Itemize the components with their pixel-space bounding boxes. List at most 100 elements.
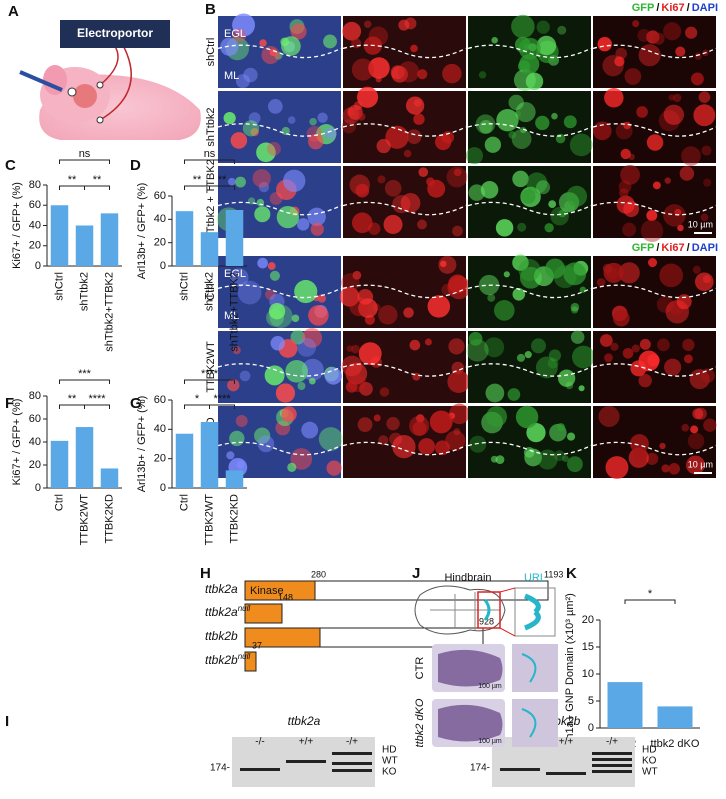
cell xyxy=(598,405,620,428)
cell xyxy=(524,351,532,359)
cell xyxy=(503,271,510,278)
micrograph-tile xyxy=(465,91,593,165)
boundary-line xyxy=(342,363,467,377)
significance-label: ** xyxy=(93,174,102,186)
cell xyxy=(597,36,612,52)
cell xyxy=(427,295,451,318)
boundary-line xyxy=(342,201,467,216)
boundary-line xyxy=(467,201,592,216)
micrograph-tile xyxy=(217,406,343,478)
cell xyxy=(648,258,658,268)
cell xyxy=(512,287,526,301)
cell xyxy=(266,141,281,156)
cell xyxy=(630,434,649,454)
cell xyxy=(531,338,546,354)
band-label: HD xyxy=(382,745,396,756)
legend-part: Ki67 xyxy=(661,242,684,254)
gene-name: ttbk2b xyxy=(205,629,238,643)
cell xyxy=(700,213,709,222)
cell xyxy=(570,302,580,312)
y-axis-label: Arl13b+ / GFP+ (%) xyxy=(136,183,148,280)
cell xyxy=(646,134,664,151)
stain xyxy=(438,704,503,742)
y-tick-label: 60 xyxy=(29,199,41,211)
cell xyxy=(646,210,658,221)
cell xyxy=(613,309,630,327)
bar xyxy=(75,225,94,266)
bar xyxy=(75,427,94,488)
gel-band xyxy=(592,770,632,773)
cell xyxy=(566,185,588,207)
cell xyxy=(341,119,357,134)
significance-label: **** xyxy=(201,368,219,380)
significance-label: ns xyxy=(79,148,91,160)
cell xyxy=(664,358,682,376)
cell xyxy=(700,368,715,383)
cell xyxy=(618,262,640,284)
cell xyxy=(478,71,487,79)
cell xyxy=(345,362,368,385)
gene-name-base: ttbk2a xyxy=(205,605,238,619)
cell xyxy=(679,166,695,181)
y-tick-label: 20 xyxy=(29,240,41,252)
cell xyxy=(640,219,664,243)
region-label: Hindbrain xyxy=(444,572,491,584)
gene-name-base: ttbk2b xyxy=(205,629,238,643)
cell xyxy=(373,414,381,422)
panel-letter: G xyxy=(130,395,142,412)
cell xyxy=(239,370,251,382)
cell xyxy=(237,280,262,305)
cell xyxy=(663,22,682,41)
x-tick-label: TTBK2KD xyxy=(228,494,240,544)
cell xyxy=(681,146,701,166)
cell xyxy=(703,178,712,187)
cell xyxy=(675,46,686,57)
x-tick-label: TTBK2KD xyxy=(103,494,115,544)
boundary-line xyxy=(342,44,467,59)
bar xyxy=(657,706,693,728)
y-tick-label: 40 xyxy=(29,219,41,231)
cell xyxy=(535,356,558,379)
micrograph-tile xyxy=(466,330,595,403)
cell xyxy=(400,193,421,213)
cell xyxy=(508,94,524,111)
cell xyxy=(235,176,246,188)
significance-label: ns xyxy=(204,148,216,160)
cell xyxy=(517,222,527,232)
cell xyxy=(270,336,285,351)
cell xyxy=(469,435,487,453)
zoom-view xyxy=(514,587,556,637)
layer-label: EGL xyxy=(224,268,246,280)
y-tick-label: 0 xyxy=(35,260,41,272)
cell xyxy=(256,142,276,163)
cell xyxy=(309,117,317,126)
scale-label: 10 µm xyxy=(688,219,713,229)
cell xyxy=(692,408,704,420)
cell xyxy=(694,52,703,60)
cell xyxy=(323,34,337,49)
cell xyxy=(668,463,680,475)
cell xyxy=(220,37,239,56)
residue-number: 148 xyxy=(278,592,293,602)
micrograph-tile xyxy=(341,331,470,403)
cell xyxy=(252,169,271,188)
cell xyxy=(624,68,642,85)
bar xyxy=(225,470,244,488)
panel-letter: A xyxy=(8,3,19,20)
size-marker: 174- xyxy=(470,763,490,774)
layer-label: ML xyxy=(224,310,239,322)
micrograph-tile xyxy=(467,14,592,91)
domain-label: Kinase xyxy=(250,585,284,597)
x-tick-label: ttbk2 dKO xyxy=(651,738,700,750)
cell xyxy=(511,14,535,39)
cell xyxy=(466,339,489,362)
boundary-line xyxy=(217,123,342,137)
gel-band xyxy=(500,768,540,771)
cell xyxy=(681,423,690,432)
gene-name-sup: null xyxy=(238,604,251,613)
cell xyxy=(484,136,502,153)
cell xyxy=(682,338,695,352)
band-label: WT xyxy=(642,767,658,778)
cell xyxy=(578,385,585,392)
gel-band xyxy=(592,764,632,767)
